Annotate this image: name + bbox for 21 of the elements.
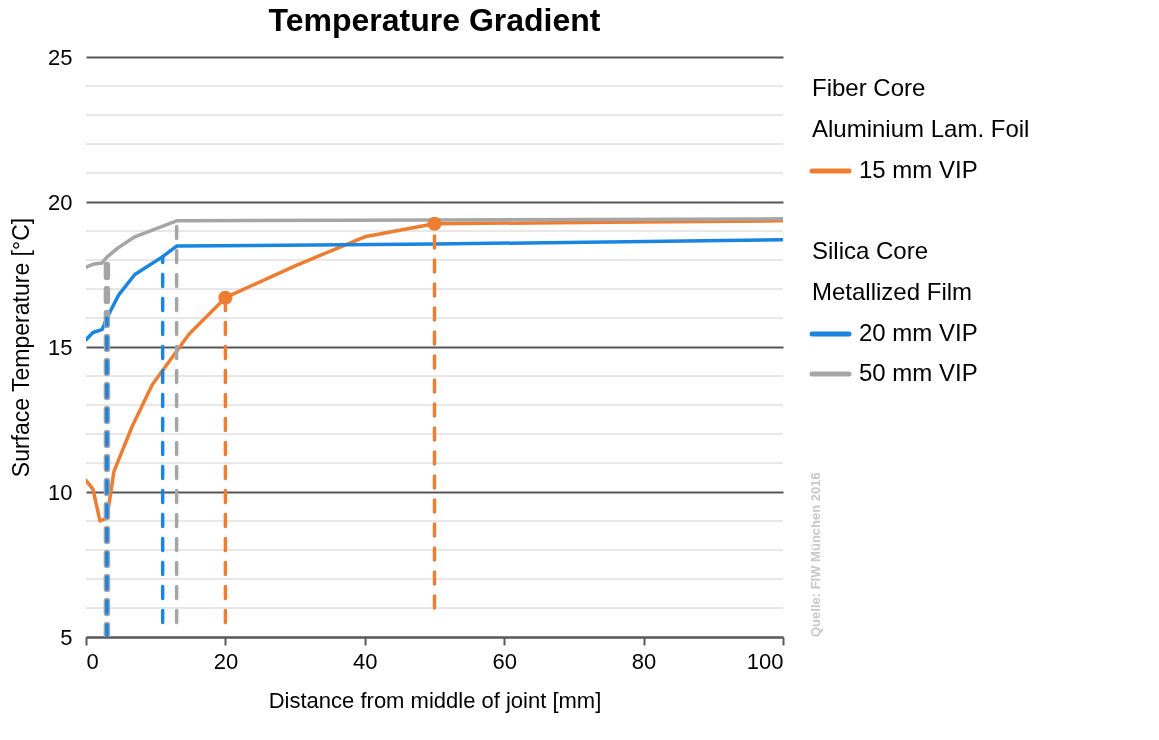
x-tick-label: 40 (353, 648, 378, 674)
x-tick-label: 80 (631, 648, 657, 674)
chart-title: Temperature Gradient (268, 2, 601, 38)
x-axis-title: Distance from middle of joint [mm] (268, 687, 602, 713)
text: Metallized Film (812, 278, 973, 305)
legend-label: 15 mm VIP (859, 156, 978, 183)
y-axis-title: Surface Temperature [°C] (8, 217, 35, 478)
x-tick-label: 20 (213, 648, 239, 674)
y-tick-label: 25 (48, 44, 73, 70)
x-tick-label: 0 (86, 648, 99, 674)
text: Silica Core (812, 237, 929, 264)
legend-label: 50 mm VIP (859, 359, 978, 386)
text: Fiber Core (812, 74, 926, 101)
text: Aluminium Lam. Foil (812, 115, 1030, 142)
x-tick-label: 100 (746, 648, 784, 674)
y-tick-label: 15 (48, 334, 73, 360)
y-tick-label: 10 (48, 479, 73, 505)
legend-label: 20 mm VIP (859, 319, 978, 346)
y-tick-label: 5 (60, 624, 73, 650)
y-tick-label: 20 (48, 189, 73, 215)
x-tick-label: 60 (492, 648, 517, 674)
